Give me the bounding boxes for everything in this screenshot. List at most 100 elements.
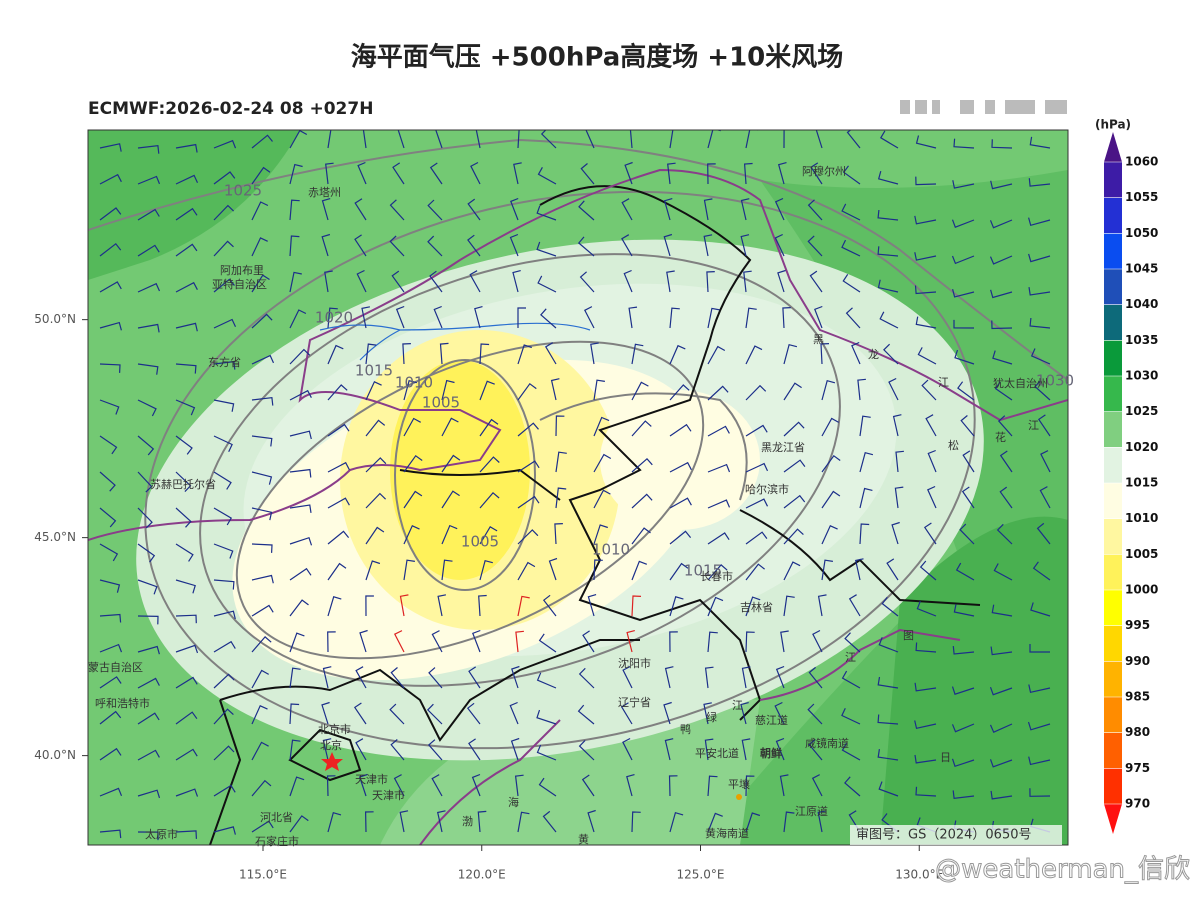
wind-barb xyxy=(466,702,481,725)
wind-barb xyxy=(468,666,481,689)
wind-barb xyxy=(877,279,899,293)
wind-barb xyxy=(783,811,795,833)
wind-barb xyxy=(783,561,801,581)
wind-barb xyxy=(812,629,823,653)
wind-barb xyxy=(472,629,481,653)
colorbar-band xyxy=(1104,768,1122,805)
wind-barb xyxy=(707,499,731,509)
wind-barb xyxy=(289,739,301,761)
wind-barb xyxy=(894,486,904,509)
wind-barb xyxy=(707,307,720,329)
wind-barb xyxy=(436,810,446,833)
wind-barb xyxy=(580,163,595,185)
wind-barb xyxy=(664,666,674,689)
wind-barb xyxy=(137,645,160,655)
wind-barb xyxy=(354,198,367,221)
wind-barb xyxy=(578,667,595,689)
wind-barb xyxy=(427,199,443,221)
wind-barb xyxy=(821,417,839,437)
contour-labels: 1025 1020 1015 1010 1005 1005 1010 1015 … xyxy=(224,182,1074,580)
wind-barb xyxy=(175,435,193,455)
wind-barb xyxy=(745,462,769,473)
colorbar-band xyxy=(1104,732,1122,769)
wind-barb xyxy=(175,322,198,332)
place-label: 北京 xyxy=(320,738,342,752)
wind-barb xyxy=(669,596,684,617)
wind-barb xyxy=(99,363,121,373)
wind-barb xyxy=(392,162,405,185)
colorbar-label: 1060 xyxy=(1125,155,1158,169)
wind-barb xyxy=(841,203,861,221)
wind-barb xyxy=(99,242,122,257)
wind-barb xyxy=(990,790,1013,800)
wind-barb xyxy=(743,162,753,185)
wind-barb xyxy=(1029,136,1051,149)
wind-barb xyxy=(213,708,234,725)
wind-barb xyxy=(951,723,975,733)
wind-barb xyxy=(859,415,871,437)
wind-barb xyxy=(821,559,833,581)
wind-barb xyxy=(359,629,368,653)
wind-barb xyxy=(669,811,684,833)
wind-barb xyxy=(703,702,712,725)
wind-barb xyxy=(577,236,595,257)
wind-barb xyxy=(915,786,937,797)
wind-barb xyxy=(1029,644,1050,653)
wind-barb xyxy=(1030,602,1051,617)
colorbar-label: 1010 xyxy=(1125,511,1158,525)
place-label: 鸭 xyxy=(680,723,691,736)
wind-barb xyxy=(851,341,861,365)
wind-barb xyxy=(99,207,122,221)
wind-barb xyxy=(707,345,726,365)
place-label: 吉林省 xyxy=(740,600,773,614)
wind-barb xyxy=(289,348,311,365)
watermark: @weatherman_信欣 xyxy=(935,855,1190,885)
wind-barb xyxy=(137,282,161,293)
wind-barb xyxy=(327,423,350,437)
wind-barb xyxy=(993,563,1013,581)
wind-barb xyxy=(137,749,160,761)
place-label: 江 xyxy=(732,699,743,712)
wind-barb xyxy=(960,415,975,437)
wind-barb xyxy=(479,418,499,437)
wind-barb xyxy=(517,595,530,617)
wind-barb xyxy=(991,604,1013,617)
map xyxy=(88,130,1068,845)
wind-barb xyxy=(536,241,557,257)
wind-barb xyxy=(954,349,975,365)
wind-barb xyxy=(953,319,975,329)
wind-barb xyxy=(137,615,159,625)
wind-barb xyxy=(427,235,443,257)
wind-barb xyxy=(844,776,861,797)
wind-barb xyxy=(811,774,823,797)
place-label: 呼和浩特市 xyxy=(95,696,150,710)
wind-barb xyxy=(585,130,595,149)
map-notice: 审图号：GS（2024）0650号 xyxy=(856,828,1032,843)
wind-barb xyxy=(745,345,763,365)
wind-barb xyxy=(213,471,232,490)
wind-barb xyxy=(962,450,975,473)
wind-barb xyxy=(740,198,750,221)
wind-barb xyxy=(1032,561,1051,581)
wind-barb xyxy=(914,215,937,225)
wind-barb xyxy=(365,526,385,545)
wind-barb xyxy=(403,417,421,437)
wind-barb xyxy=(517,811,530,833)
wind-barb xyxy=(879,311,899,329)
wind-barb xyxy=(441,417,459,437)
wind-barb xyxy=(137,471,153,493)
wind-barb xyxy=(213,784,236,797)
wind-barb xyxy=(915,135,937,149)
wind-barb xyxy=(745,563,765,581)
colorbar-label: 1035 xyxy=(1125,333,1158,347)
wind-barb xyxy=(808,739,823,761)
colorbar-label: 1005 xyxy=(1125,547,1158,561)
wind-barb xyxy=(389,703,405,725)
place-label: 犹太自治州 xyxy=(993,376,1048,390)
wind-barb xyxy=(952,790,975,799)
wind-barb xyxy=(213,240,234,257)
wind-barb xyxy=(989,255,1013,265)
wind-barb xyxy=(881,596,899,617)
colorbar-extend-top xyxy=(1104,132,1122,162)
wind-barb xyxy=(175,543,194,562)
